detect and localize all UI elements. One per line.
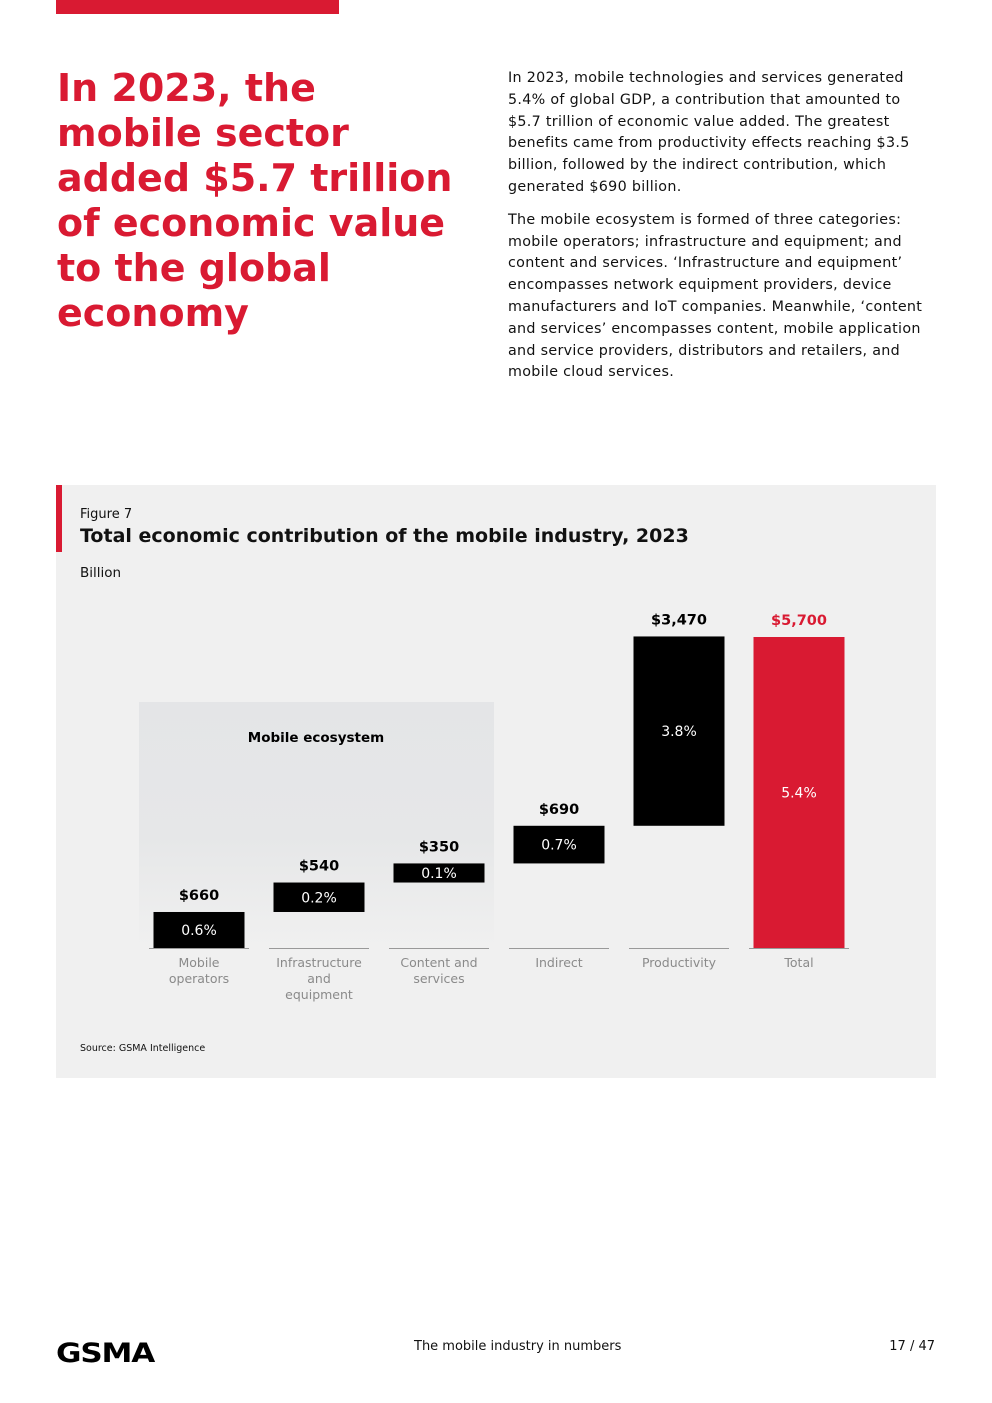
bar	[633, 636, 725, 826]
page-number: 17 / 47	[889, 1339, 935, 1354]
category-label: Indirect	[535, 955, 582, 970]
gsma-logo: GSMA	[56, 1338, 155, 1369]
value-label: $540	[299, 859, 339, 875]
gdp-share-label: 0.7%	[541, 838, 577, 854]
headline: In 2023, the mobile sector added $5.7 tr…	[57, 66, 453, 335]
bar	[393, 863, 485, 883]
gdp-share-label: 5.4%	[781, 786, 817, 802]
body-text: In 2023, mobile technologies and service…	[508, 68, 938, 395]
body-paragraph: The mobile ecosystem is formed of three …	[508, 211, 923, 381]
category-label: Content and	[400, 955, 477, 970]
bar	[753, 637, 845, 948]
category-label: Infrastructure	[276, 955, 362, 970]
gdp-share-label: 0.1%	[421, 866, 457, 882]
figure-label: Figure 7	[80, 507, 133, 522]
category-label: Productivity	[642, 955, 717, 970]
value-label: $690	[539, 802, 579, 818]
value-label: $660	[179, 888, 219, 904]
category-label: Mobile	[178, 955, 219, 970]
category-label: operators	[169, 971, 229, 986]
bar	[273, 882, 365, 912]
figure-panel: Figure 7 Total economic contribution of …	[56, 485, 936, 1078]
bar	[513, 825, 605, 864]
figure-title: Total economic contribution of the mobil…	[80, 525, 689, 547]
value-label: $3,470	[651, 612, 707, 628]
value-label: $5,700	[771, 613, 827, 629]
category-label: services	[413, 971, 464, 986]
value-label: $350	[419, 839, 459, 855]
gdp-share-label: 3.8%	[661, 724, 697, 740]
figure-accent-bar	[56, 485, 62, 552]
top-accent-bar	[56, 0, 339, 14]
gdp-share-label: 0.6%	[181, 923, 217, 939]
figure-source: Source: GSMA Intelligence	[80, 1043, 206, 1054]
bar	[153, 911, 245, 948]
ecosystem-group-label: Mobile ecosystem	[248, 730, 384, 746]
category-label: Total	[783, 955, 813, 970]
category-label: equipment	[285, 987, 353, 1002]
figure-unit: Billion	[80, 565, 122, 581]
category-label: and	[307, 971, 331, 986]
gdp-share-label: 0.2%	[301, 890, 337, 906]
body-paragraph: In 2023, mobile technologies and service…	[508, 70, 910, 195]
footer-title: The mobile industry in numbers	[414, 1339, 622, 1354]
